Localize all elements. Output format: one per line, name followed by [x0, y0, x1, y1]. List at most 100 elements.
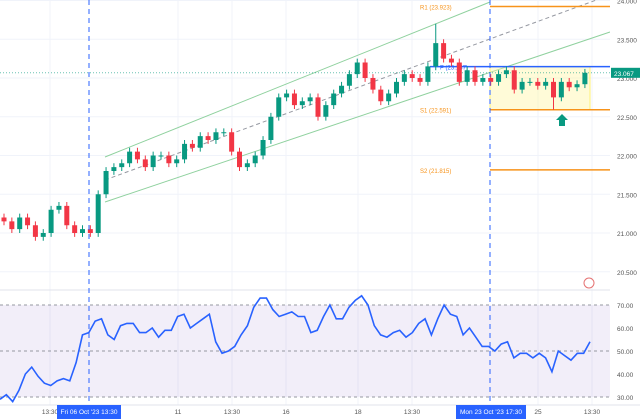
rsi-line: [0, 294, 591, 403]
candle-body: [87, 229, 93, 233]
time-highlight-label: Mon 23 Oct '23 17:30: [460, 409, 522, 416]
candle-body: [276, 97, 282, 117]
candle-body: [558, 81, 564, 98]
candle-body: [354, 62, 360, 75]
candle-body: [417, 78, 423, 82]
candle-body: [488, 78, 494, 82]
candle-body: [511, 70, 517, 90]
rsi-tick: 60.00: [617, 326, 634, 333]
candle-body: [189, 143, 195, 148]
time-highlight-label: Fri 06 Oct '23 13:30: [61, 409, 118, 416]
candle-body: [252, 155, 258, 164]
candle-body: [527, 81, 533, 83]
rsi-tick: 70.00: [617, 303, 634, 310]
candle-body: [574, 84, 580, 88]
candle-body: [339, 85, 345, 94]
candle-body: [72, 225, 78, 233]
candle-body: [237, 151, 242, 168]
candle-body: [543, 81, 549, 86]
candle-body: [48, 209, 54, 233]
candle-body: [566, 81, 572, 88]
candle-body: [472, 70, 478, 82]
candle-body: [150, 155, 156, 168]
time-tick: 13:30: [42, 409, 59, 416]
time-tick: 13:30: [584, 409, 601, 416]
candle-body: [17, 217, 23, 230]
price-tick: 22.500: [617, 115, 637, 122]
candle-body: [119, 163, 125, 168]
candle-body: [496, 74, 502, 82]
pivot-label: P (23.147): [440, 66, 468, 72]
candle-body: [268, 116, 274, 140]
candle-body: [95, 194, 101, 233]
candle-body: [331, 93, 337, 106]
candle-body: [64, 205, 70, 226]
time-tick: 11: [175, 409, 182, 416]
candle-body: [503, 70, 509, 75]
candle-body: [284, 93, 290, 98]
rsi-tick: 40.00: [617, 372, 634, 379]
channel-lower: [104, 31, 611, 203]
candle-body: [205, 136, 211, 140]
candle-body: [158, 155, 164, 157]
candle-body: [291, 93, 297, 106]
candle-body: [464, 70, 470, 82]
candle-body: [370, 78, 376, 90]
price-tick: 23.000: [617, 76, 637, 83]
candle-body: [433, 43, 439, 67]
time-highlight: [456, 405, 526, 419]
time-tick: 18: [354, 409, 362, 416]
candle-body: [394, 81, 399, 94]
current-price-label: 23.067: [614, 71, 634, 78]
candle-body: [1, 217, 7, 222]
candle-body: [409, 74, 415, 78]
pivot-label: R1 (23.923): [420, 5, 452, 11]
candle-body: [56, 205, 62, 210]
candle-body: [260, 140, 266, 156]
candle-body: [401, 74, 407, 82]
candle-body: [323, 105, 329, 117]
time-tick: 25: [534, 409, 542, 416]
price-tick: 20.500: [617, 270, 637, 277]
rsi-tick: 50.00: [617, 349, 634, 356]
channel-upper: [104, 1, 491, 158]
pivot-label: S1 (22.591): [420, 109, 451, 115]
candle-body: [134, 151, 140, 160]
price-tick: 21.500: [617, 192, 637, 199]
candle-body: [386, 93, 392, 102]
time-highlight: [57, 405, 121, 419]
candle-body: [25, 217, 31, 226]
up-arrow-icon: [556, 114, 568, 126]
candle-body: [346, 74, 352, 86]
candle-body: [448, 58, 454, 63]
candle-body: [299, 101, 305, 106]
price-tick: 24.000: [617, 0, 637, 6]
candle-body: [229, 132, 235, 152]
candle-body: [9, 221, 15, 230]
candle-body: [362, 62, 368, 78]
candle-body: [221, 132, 227, 134]
candle-body: [244, 163, 250, 168]
candle-body: [307, 97, 313, 102]
candle-body: [142, 159, 148, 168]
candle-body: [535, 81, 541, 86]
candle-body: [166, 155, 172, 164]
flag-icon: [583, 277, 595, 289]
candle-body: [315, 97, 321, 117]
time-tick: 16: [282, 409, 290, 416]
candle-body: [174, 159, 180, 164]
time-tick: 13:30: [404, 409, 421, 416]
candle-body: [103, 171, 109, 195]
price-axis: [610, 0, 640, 419]
price-tick: 23.500: [617, 37, 637, 44]
candle-body: [378, 89, 384, 102]
candle-body: [127, 151, 133, 164]
candle-body: [111, 167, 117, 171]
candle-body: [80, 229, 85, 233]
price-tick: 22.000: [617, 154, 637, 161]
rsi-tick: 30.00: [617, 395, 634, 402]
channel-middle: [104, 0, 598, 181]
candle-body: [582, 72, 588, 85]
candle-body: [213, 132, 219, 140]
